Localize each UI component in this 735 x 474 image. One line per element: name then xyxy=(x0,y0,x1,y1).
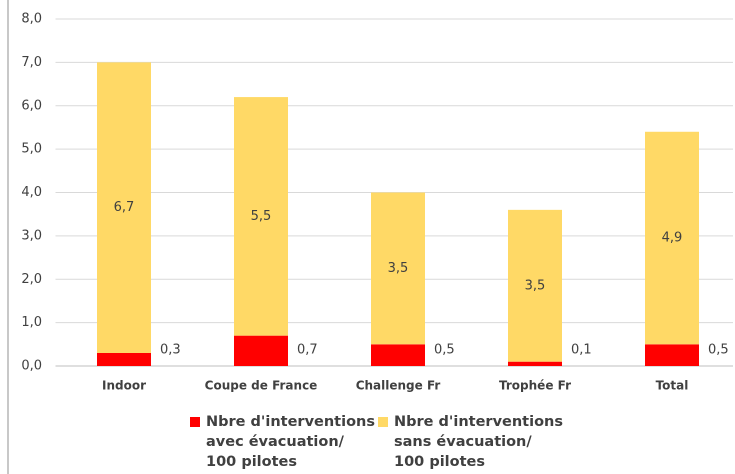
y-tick-label: 1,0 xyxy=(21,315,42,330)
y-tick-label: 2,0 xyxy=(21,272,42,287)
data-label: 0,5 xyxy=(708,343,729,358)
bar-segment xyxy=(234,97,288,336)
bar-segment xyxy=(508,361,562,366)
x-tick-label: Challenge Fr xyxy=(356,379,441,393)
bar-segment xyxy=(645,344,699,366)
data-label: 3,5 xyxy=(525,278,546,293)
data-label: 3,5 xyxy=(388,261,409,276)
data-label: 5,5 xyxy=(251,209,272,224)
x-tick-label: Coupe de France xyxy=(205,379,318,393)
legend-label: Nbre d'interventions sans évacuation/ 10… xyxy=(394,414,564,470)
bar-segment xyxy=(371,192,425,345)
bar-segment xyxy=(371,344,425,366)
y-tick-label: 6,0 xyxy=(21,98,42,113)
x-tick-label: Total xyxy=(656,379,689,393)
data-label: 4,9 xyxy=(662,231,683,246)
data-label: 0,5 xyxy=(434,343,455,358)
bar-segment xyxy=(234,335,288,366)
y-tick-label: 4,0 xyxy=(21,185,42,200)
bar-segment xyxy=(645,131,699,345)
bar-segment xyxy=(97,62,151,353)
x-tick-label: Indoor xyxy=(102,379,146,393)
y-tick-label: 3,0 xyxy=(21,228,42,243)
legend-item: Nbre d'interventions avec évacuation/ 10… xyxy=(190,412,376,472)
data-label: 6,7 xyxy=(114,200,135,215)
legend-item: Nbre d'interventions sans évacuation/ 10… xyxy=(378,412,564,472)
legend-label: Nbre d'interventions avec évacuation/ 10… xyxy=(206,414,376,470)
legend-swatch xyxy=(378,417,388,427)
data-label: 0,7 xyxy=(297,343,318,358)
y-tick-label: 5,0 xyxy=(21,142,42,157)
y-tick-label: 0,0 xyxy=(21,359,42,374)
bar-segment xyxy=(508,209,562,362)
legend-swatch xyxy=(190,417,200,427)
data-label: 0,3 xyxy=(160,343,181,358)
y-tick-label: 8,0 xyxy=(21,12,42,27)
data-label: 0,1 xyxy=(571,343,592,358)
y-tick-label: 7,0 xyxy=(21,55,42,70)
bar-segment xyxy=(97,352,151,366)
x-tick-label: Trophée Fr xyxy=(499,379,571,393)
